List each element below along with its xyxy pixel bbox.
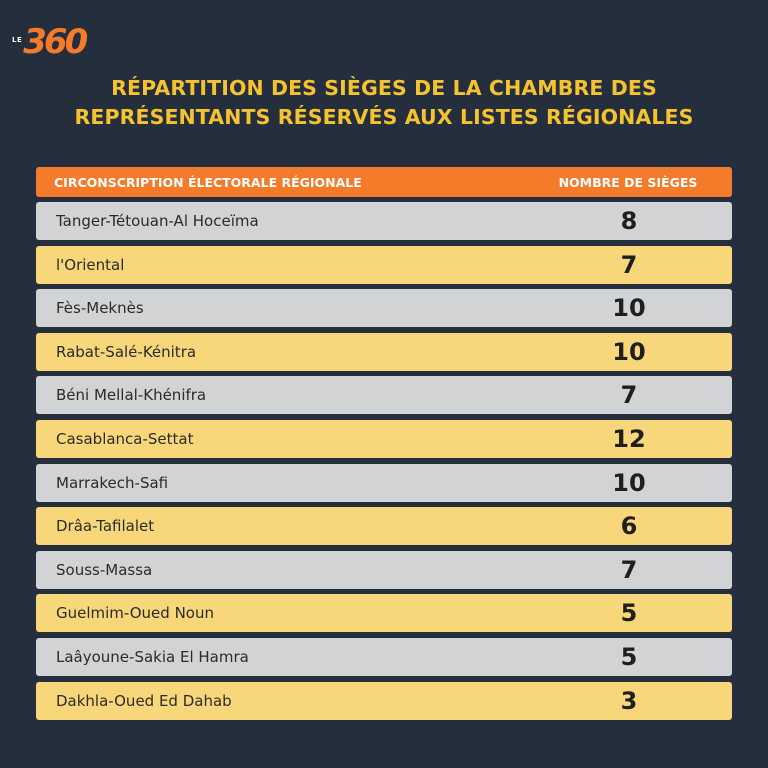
title-line-1: RÉPARTITION DES SIÈGES DE LA CHAMBRE DES: [111, 76, 657, 100]
le360-logo: LE 360: [12, 22, 88, 62]
region-name: Tanger-Tétouan-Al Hoceïma: [56, 212, 259, 230]
seat-count: 3: [620, 686, 638, 715]
region-name: Fès-Meknès: [56, 299, 144, 318]
table-row: Guelmim-Oued Noun 5: [36, 594, 732, 633]
seat-count: 5: [620, 599, 638, 628]
table-row: Souss-Massa 7: [36, 550, 732, 589]
table-row: Tanger-Tétouan-Al Hoceïma 8: [36, 202, 732, 240]
region-name: Béni Mellal-Khénifra: [56, 386, 207, 405]
seat-count: 5: [620, 642, 638, 671]
seat-count: 7: [620, 381, 638, 410]
region-name: Casablanca-Settat: [56, 429, 194, 448]
seat-count: 10: [612, 294, 646, 323]
table-row: Rabat-Salé-Kénitra 10: [36, 332, 732, 371]
region-name: Souss-Massa: [56, 560, 153, 579]
seats-table: CIRCONSCRIPTION ÉLECTORALE RÉGIONALE NOM…: [36, 167, 732, 725]
title-line-2: REPRÉSENTANTS RÉSERVÉS AUX LISTES RÉGION…: [74, 105, 694, 129]
table-row: Drâa-Tafilalet 6: [36, 507, 732, 546]
table-header: CIRCONSCRIPTION ÉLECTORALE RÉGIONALE NOM…: [36, 167, 732, 197]
seat-count: 10: [612, 468, 646, 497]
seat-count: 8: [620, 207, 638, 235]
table-row: l'Oriental 7: [36, 245, 732, 284]
region-name: l'Oriental: [56, 255, 125, 274]
logo-prefix: LE: [12, 36, 23, 44]
header-seats: NOMBRE DE SIÈGES: [558, 174, 698, 190]
seat-count: 7: [620, 250, 638, 279]
region-name: Guelmim-Oued Noun: [56, 604, 214, 623]
table-row: Dakhla-Oued Ed Dahab 3: [36, 681, 732, 720]
header-region: CIRCONSCRIPTION ÉLECTORALE RÉGIONALE: [54, 174, 362, 190]
table-row: Marrakech-Safi 10: [36, 463, 732, 502]
region-name: Drâa-Tafilalet: [56, 517, 155, 536]
table-row: Casablanca-Settat 12: [36, 419, 732, 458]
table-row: Béni Mellal-Khénifra 7: [36, 376, 732, 415]
logo-number: 360: [23, 22, 88, 62]
region-name: Laâyoune-Sakia El Hamra: [56, 647, 249, 666]
seat-count: 10: [612, 337, 646, 366]
seat-count: 7: [620, 555, 638, 584]
page-title: RÉPARTITION DES SIÈGES DE LA CHAMBRE DES…: [0, 74, 768, 132]
region-name: Dakhla-Oued Ed Dahab: [56, 691, 232, 710]
region-name: Marrakech-Safi: [56, 473, 169, 492]
table-row: Fès-Meknès 10: [36, 289, 732, 328]
table-row: Laâyoune-Sakia El Hamra 5: [36, 637, 732, 676]
seat-count: 12: [612, 424, 646, 453]
seat-count: 6: [620, 512, 638, 541]
region-name: Rabat-Salé-Kénitra: [56, 342, 197, 361]
